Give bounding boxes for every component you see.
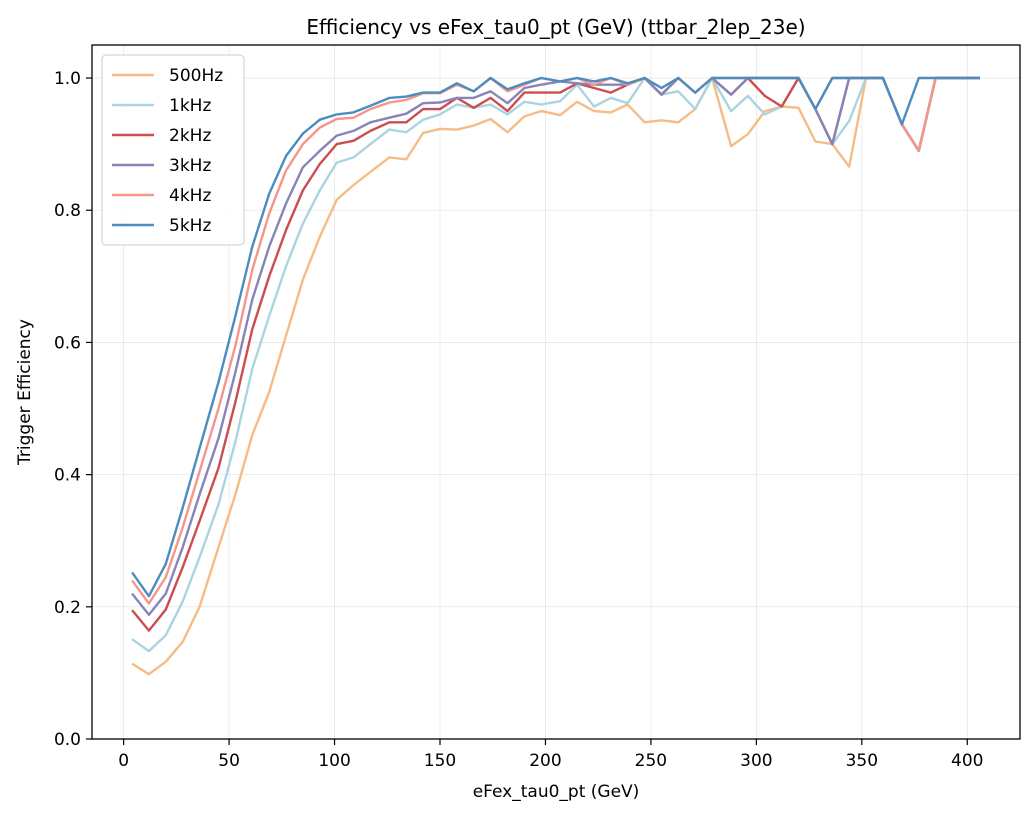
y-axis-label: Trigger Efficiency [15,319,35,466]
series-line-1kHz [131,76,980,653]
legend-label: 3kHz [169,156,211,176]
y-tick-label: 0.2 [54,598,81,618]
x-tick-label: 250 [635,751,667,771]
x-tick-label: 350 [846,751,878,771]
series-line-500Hz [131,76,980,676]
series-line-4kHz [131,76,980,605]
x-tick-label: 50 [218,751,240,771]
x-tick-label: 0 [118,751,129,771]
legend-box [101,54,245,246]
series-line-5kHz [131,76,980,598]
legend: 500Hz 1kHz 2kHz 3kHz 4kHz 5kHz [101,54,245,246]
axis-ticks: 0 50 100 150 200 250 300 350 400 0.0 0.2 0.4 0.6 0.8 1… [54,69,984,771]
y-tick-label: 0.4 [54,466,81,486]
grid [92,45,1020,740]
legend-label: 1kHz [169,96,211,116]
y-tick-label: 0.6 [54,333,81,353]
y-tick-label: 1.0 [54,69,81,89]
x-tick-label: 400 [951,751,983,771]
x-tick-label: 200 [529,751,561,771]
x-tick-label: 300 [740,751,772,771]
chart-title: Efficiency vs eFex_tau0_pt (GeV) (ttbar_… [306,15,805,39]
x-tick-label: 150 [424,751,456,771]
legend-label: 2kHz [169,126,211,146]
legend-label: 5kHz [169,216,211,236]
legend-label: 500Hz [169,66,223,86]
series-lines [131,76,980,676]
plot-frame [91,44,1021,740]
legend-label: 4kHz [169,186,211,206]
y-tick-label: 0.8 [54,201,81,221]
x-axis-label: eFex_tau0_pt (GeV) [473,782,640,802]
series-line-2kHz [131,76,980,632]
y-tick-label: 0.0 [54,730,81,750]
x-tick-label: 100 [318,751,350,771]
